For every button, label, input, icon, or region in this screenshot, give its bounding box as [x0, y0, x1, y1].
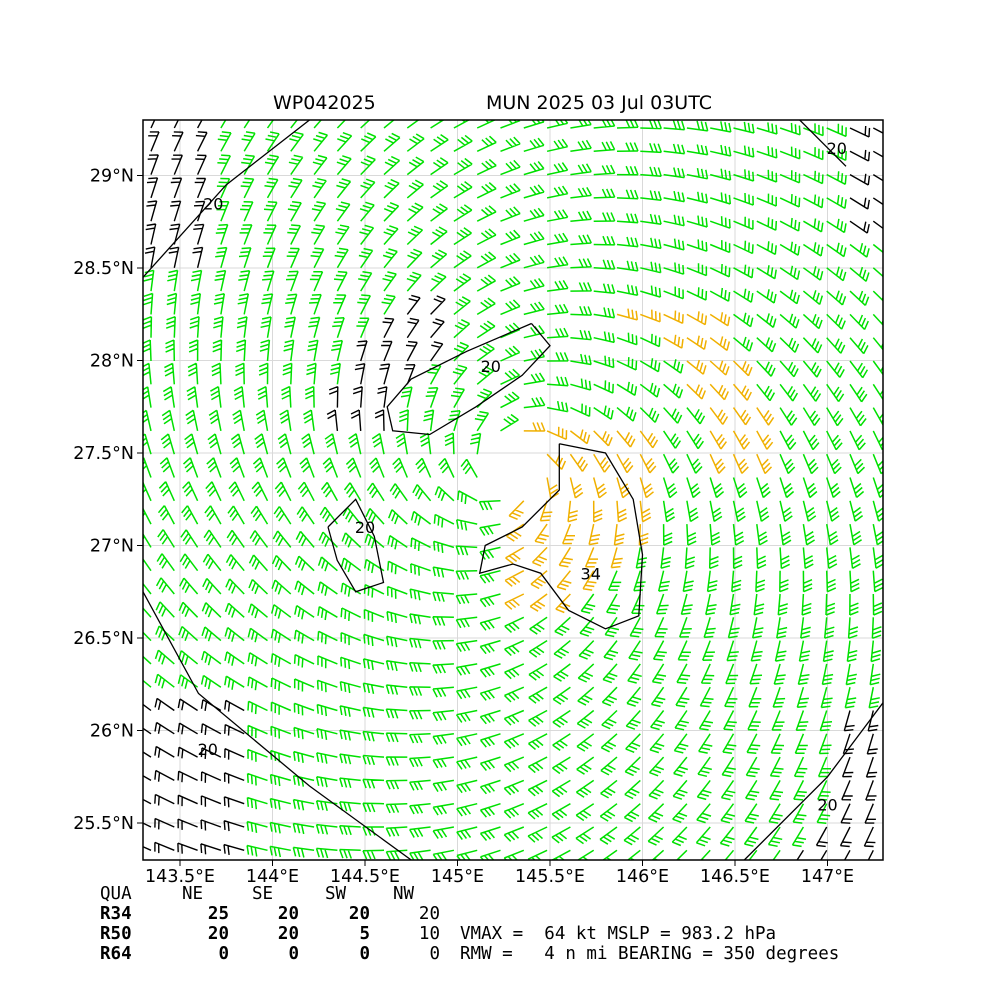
- y-tick-label: 29°N: [90, 167, 134, 187]
- x-tick-label: 144.5°E: [330, 867, 400, 887]
- storm-name-date-title: MUN 2025 03 Jul 03UTC: [486, 92, 712, 114]
- y-tick-label: 26°N: [90, 722, 134, 742]
- x-tick-label: 145°E: [431, 867, 484, 887]
- x-tick-label: 147°E: [801, 867, 854, 887]
- table-cell: 25: [207, 904, 229, 924]
- table-cell: 20: [418, 904, 440, 924]
- table-header-se: SE: [252, 884, 274, 904]
- table-cell: 20: [277, 924, 299, 944]
- contour-34: [478, 443, 644, 630]
- summary-line-vmax-mslp: VMAX = 64 kt MSLP = 983.2 hPa: [460, 924, 777, 944]
- table-cell: 10: [418, 924, 440, 944]
- wind-contours: [143, 120, 883, 860]
- contour-label: 20: [355, 518, 375, 537]
- contour-label: 20: [827, 139, 847, 158]
- table-header-sw: SW: [325, 884, 347, 904]
- plot-area: [143, 120, 883, 860]
- y-tick-label: 28°N: [90, 352, 134, 372]
- contour-label: 20: [817, 796, 837, 815]
- wind-barbs: [143, 120, 883, 860]
- y-tick-label: 27°N: [90, 537, 134, 557]
- table-cell: 0: [359, 944, 370, 964]
- x-tick-label: 145.5°E: [515, 867, 585, 887]
- contour-label: 20: [481, 357, 501, 376]
- contour-label: 34: [581, 564, 601, 583]
- contour-20: [143, 120, 310, 278]
- table-cell: 0: [429, 944, 440, 964]
- table-row-label: R64: [100, 944, 132, 964]
- table-cell: 5: [359, 924, 370, 944]
- x-tick-label: 144°E: [246, 867, 299, 887]
- contour-20: [386, 322, 551, 436]
- contour-label: 20: [198, 740, 218, 759]
- contour-20: [799, 120, 847, 167]
- table-header-nw: NW: [393, 884, 415, 904]
- y-axis: 25.5°N 26°N 26.5°N 27°N 27.5°N 28°N 28.5°N 29°N: [73, 167, 143, 834]
- barbs-strong: [504, 308, 775, 614]
- table-row-label: R34: [100, 904, 132, 924]
- x-tick-label: 143.5°E: [145, 867, 215, 887]
- contour-20: [327, 498, 385, 593]
- x-tick-label: 146°E: [616, 867, 669, 887]
- summary-line-rmw-bearing: RMW = 4 n mi BEARING = 350 degrees: [460, 944, 840, 964]
- y-tick-label: 28.5°N: [73, 259, 134, 279]
- y-tick-label: 27.5°N: [73, 444, 134, 464]
- x-tick-label: 146.5°E: [700, 867, 770, 887]
- table-header-ne: NE: [182, 884, 204, 904]
- table-header-qua: QUA: [100, 884, 132, 904]
- contour-20: [143, 591, 412, 860]
- x-axis: 143.5°E 144°E 144.5°E 145°E 145.5°E 146°E 146.…: [145, 860, 854, 887]
- contour-20: [743, 702, 883, 860]
- y-tick-label: 25.5°N: [73, 814, 134, 834]
- storm-id-title: WP042025: [273, 92, 376, 114]
- y-tick-label: 26.5°N: [73, 629, 134, 649]
- plot-frame: [142, 119, 884, 861]
- table-cell: 0: [288, 944, 299, 964]
- table-cell: 20: [207, 924, 229, 944]
- table-row-label: R50: [100, 924, 132, 944]
- table-cell: 0: [218, 944, 229, 964]
- contour-label: 20: [203, 194, 223, 213]
- contour-labels: 20 20 20 20 20 20 34: [198, 139, 847, 815]
- table-cell: 20: [348, 904, 370, 924]
- table-cell: 20: [277, 904, 299, 924]
- barbs-weak: [143, 120, 883, 860]
